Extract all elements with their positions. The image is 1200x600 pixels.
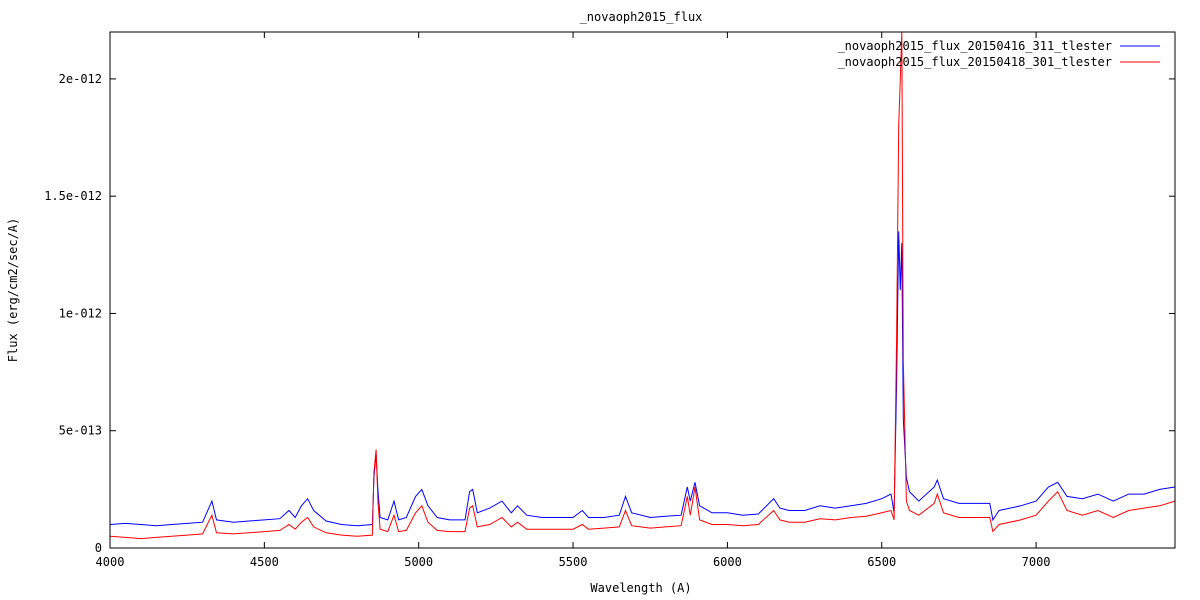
y-tick-label: 5e-013 bbox=[59, 424, 102, 438]
x-tick-label: 6000 bbox=[713, 555, 742, 569]
x-tick-label: 4000 bbox=[96, 555, 125, 569]
series-line-1 bbox=[109, 231, 1176, 527]
y-tick-label: 0 bbox=[95, 541, 102, 555]
legend-label-1: _novaoph2015_flux_20150416_311_tlester bbox=[837, 39, 1112, 53]
x-tick-label: 6500 bbox=[867, 555, 896, 569]
y-axis-label: Flux (erg/cm2/sec/A) bbox=[6, 218, 20, 363]
axis-ticks: 4000 4500 5000 5500 6000 6500 7000 0 5e-013 1e-01… bbox=[44, 32, 1175, 569]
y-tick-label: 1.5e-012 bbox=[44, 189, 102, 203]
x-tick-label: 4500 bbox=[250, 555, 279, 569]
chart-title: _novaoph2015_flux bbox=[580, 10, 703, 24]
legend: _novaoph2015_flux_20150416_311_tlester _n… bbox=[837, 39, 1160, 69]
plot-frame bbox=[109, 31, 1176, 549]
y-tick-label: 1e-012 bbox=[59, 306, 102, 320]
series-lines bbox=[109, 31, 1176, 540]
x-tick-label: 5500 bbox=[559, 555, 588, 569]
x-tick-label: 7000 bbox=[1022, 555, 1051, 569]
x-axis-label: Wavelength (A) bbox=[590, 581, 691, 595]
y-tick-label: 2e-012 bbox=[59, 72, 102, 86]
series-line-2 bbox=[109, 31, 1176, 540]
legend-label-2: _novaoph2015_flux_20150418_301_tlester bbox=[837, 55, 1112, 69]
x-tick-label: 5000 bbox=[404, 555, 433, 569]
